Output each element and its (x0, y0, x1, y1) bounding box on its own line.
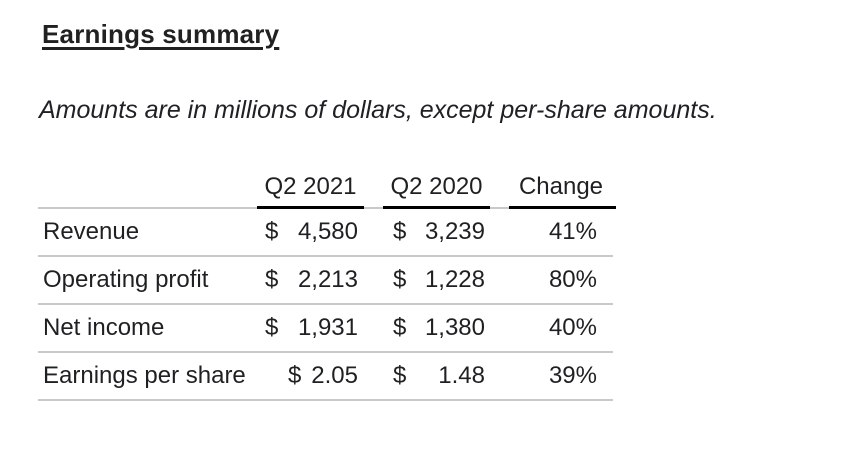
currency-symbol: $ (393, 362, 407, 389)
amount: 1,228 (424, 266, 485, 293)
amount: 2.05 (311, 362, 358, 389)
value-q2-2021: $ 1,931 (257, 314, 364, 342)
currency-symbol: $ (288, 362, 302, 389)
row-label: Revenue (43, 218, 140, 245)
value-change: 80% (548, 266, 597, 293)
value-q2-2020: $ 3,239 (383, 218, 490, 246)
value-q2-2020: $ 1,380 (383, 314, 490, 342)
currency-symbol: $ (393, 218, 407, 245)
table-row-net-income: Net income $ 1,931 $ 1,380 40% (38, 305, 613, 353)
amount: 3,239 (424, 218, 485, 245)
row-label: Net income (43, 314, 165, 341)
column-header-q2-2021: Q2 2021 (257, 168, 364, 209)
table-header-row: Q2 2021 Q2 2020 Change (38, 168, 616, 209)
currency-symbol: $ (265, 218, 279, 245)
value-change: 41% (548, 218, 597, 245)
amount: 2,213 (297, 266, 358, 293)
amount: 1.48 (438, 362, 485, 389)
currency-symbol: $ (265, 266, 279, 293)
currency-symbol: $ (393, 266, 407, 293)
amount: 4,580 (297, 218, 358, 245)
page-subtitle: Amounts are in millions of dollars, exce… (39, 96, 717, 124)
table-row-operating-profit: Operating profit $ 2,213 $ 1,228 80% (38, 257, 613, 305)
value-q2-2021: $ 2.05 (257, 362, 364, 390)
page-title: Earnings summary (42, 19, 280, 49)
row-label: Earnings per share (43, 362, 246, 389)
value-q2-2020: $ 1.48 (383, 362, 490, 390)
currency-symbol: $ (393, 314, 407, 341)
row-label: Operating profit (43, 266, 209, 293)
column-header-change: Change (509, 168, 616, 209)
table-row-earnings-per-share: Earnings per share $ 2.05 $ 1.48 39% (38, 353, 613, 401)
column-header-q2-2020: Q2 2020 (383, 168, 490, 209)
currency-symbol: $ (265, 314, 279, 341)
value-change: 40% (548, 314, 597, 341)
earnings-summary-table: Q2 2021 Q2 2020 Change Revenue $ 4,580 $… (38, 168, 616, 401)
amount: 1,931 (297, 314, 358, 341)
value-q2-2021: $ 4,580 (257, 218, 364, 246)
value-q2-2021: $ 2,213 (257, 266, 364, 294)
value-change: 39% (548, 362, 597, 389)
table-row-revenue: Revenue $ 4,580 $ 3,239 41% (38, 209, 613, 257)
amount: 1,380 (424, 314, 485, 341)
value-q2-2020: $ 1,228 (383, 266, 490, 294)
